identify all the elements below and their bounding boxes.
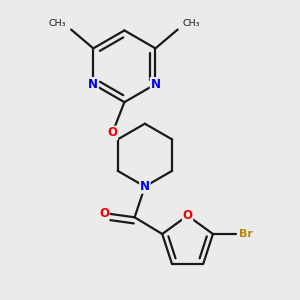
Text: O: O bbox=[183, 209, 193, 222]
Text: N: N bbox=[88, 78, 98, 91]
Text: CH₃: CH₃ bbox=[183, 19, 200, 28]
Text: CH₃: CH₃ bbox=[49, 19, 66, 28]
Text: N: N bbox=[140, 180, 150, 193]
Text: Br: Br bbox=[239, 229, 253, 239]
Text: O: O bbox=[99, 207, 109, 220]
Text: N: N bbox=[150, 78, 161, 91]
Text: O: O bbox=[107, 126, 117, 140]
